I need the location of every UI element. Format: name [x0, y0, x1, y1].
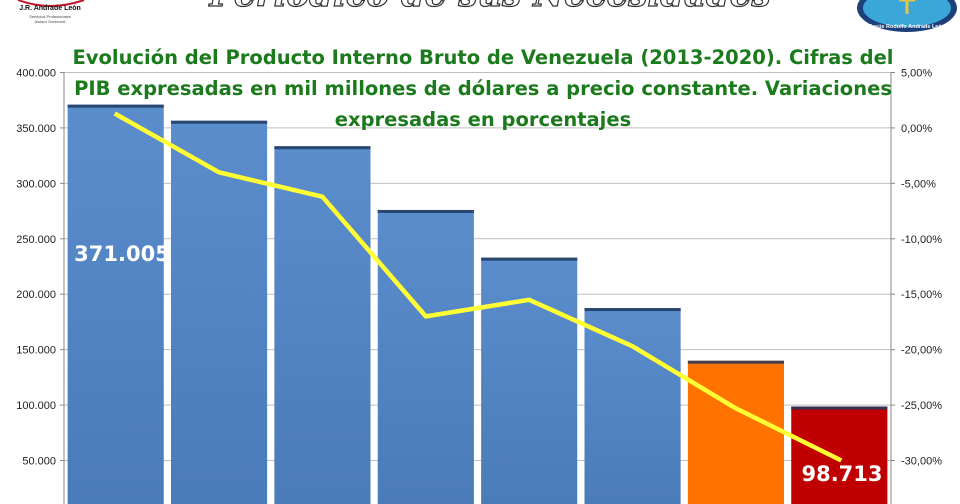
bar-2	[274, 146, 371, 504]
bar-3	[377, 209, 474, 504]
left-axis-ticks: 50.000 100.000 150.000 200.000 250.000 300.00…	[16, 68, 64, 468]
right-tick-label-0: 5,00%	[901, 68, 932, 80]
left-tick-label-5: 300.000	[16, 178, 56, 190]
bar-top-edge-2	[274, 146, 371, 150]
left-logo-name: J.R. Andrade León	[19, 5, 81, 12]
banner-title: Periódico de sus Necesidades	[208, 0, 770, 15]
right-tick-label-2: -5,00%	[901, 178, 936, 190]
right-logo-name: Jesús Rodolfo Andrade León	[869, 24, 946, 30]
variation-line	[113, 111, 843, 463]
left-logo-line1: Servicios Profesionales	[29, 14, 71, 19]
left-tick-label-7: 400.000	[16, 68, 56, 80]
chart-title-line-2: PIB expresadas en mil millones de dólare…	[74, 77, 892, 100]
data-labels: 371.005 98.713	[74, 242, 882, 486]
bar-top-edge-1	[170, 120, 268, 124]
right-tick-label-1: 0,00%	[901, 123, 932, 135]
bar-top-edge-4	[481, 257, 578, 261]
plot-area: 50.000 100.000 150.000 200.000 250.000 300.00…	[16, 68, 942, 504]
bar-top-edge-0	[67, 104, 164, 108]
right-logo: Jesús Rodolfo Andrade León	[857, 0, 957, 32]
bars	[67, 104, 888, 504]
chart-title: Evolución del Producto Interno Bruto de …	[72, 46, 893, 131]
right-tick-label-4: -15,00%	[901, 289, 942, 301]
left-tick-label-1: 100.000	[16, 400, 56, 412]
left-logo: J.R. Andrade León Servicios Profesionale…	[0, 0, 96, 30]
chart-title-line-3: expresadas en porcentajes	[335, 108, 631, 131]
bar-top-edge-5	[584, 308, 681, 312]
left-logo-line2: Asesor Gerencial	[35, 19, 66, 24]
right-tick-label-3: -10,00%	[901, 234, 942, 246]
bar-top-edge-6	[687, 360, 785, 364]
bar-6	[687, 360, 785, 504]
bar-5	[584, 308, 681, 504]
left-tick-label-3: 200.000	[16, 289, 56, 301]
bar-4	[481, 257, 578, 504]
left-tick-label-4: 250.000	[16, 234, 56, 246]
axes	[63, 72, 892, 504]
header-banner: Periódico de sus Necesidades	[208, 0, 771, 16]
right-tick-label-5: -20,00%	[901, 345, 942, 357]
right-tick-label-6: -25,00%	[901, 400, 942, 412]
left-tick-label-0: 50.000	[22, 456, 56, 468]
bar-1	[170, 120, 268, 504]
bar-top-edge-3	[377, 209, 474, 213]
data-label-first: 371.005	[74, 242, 170, 266]
bar-7	[791, 406, 888, 504]
data-label-last: 98.713	[801, 462, 882, 486]
chart-title-line-1: Evolución del Producto Interno Bruto de …	[72, 46, 893, 69]
right-axis-ticks: 5,00% 0,00% -5,00% -10,00% -15,00% -20,00% -25…	[891, 68, 942, 468]
left-tick-label-2: 150.000	[16, 345, 56, 357]
bar-top-edge-7	[791, 406, 888, 410]
left-tick-label-6: 350.000	[16, 123, 56, 135]
bar-0	[67, 104, 164, 504]
right-tick-label-7: -30,00%	[901, 456, 942, 468]
